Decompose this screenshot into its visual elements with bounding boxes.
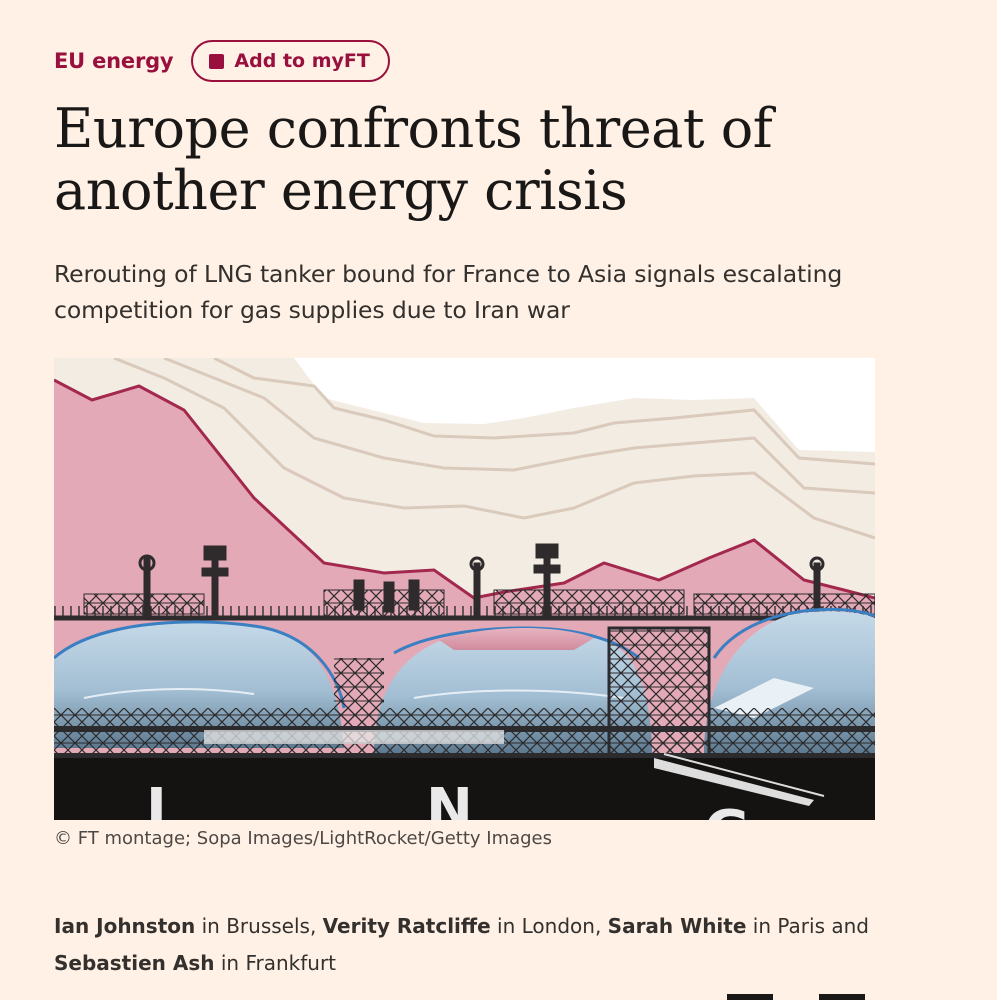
add-to-myft-button[interactable]: Add to myFT bbox=[191, 40, 390, 82]
partial-logo-marks bbox=[727, 994, 867, 1000]
article-headline: Europe confronts threat of another energ… bbox=[54, 97, 773, 222]
article-image: L N G bbox=[54, 358, 875, 820]
lng-tanker-montage: L N G bbox=[54, 358, 875, 820]
author-location: in Brussels, bbox=[195, 914, 323, 938]
hull-letter-l: L bbox=[146, 777, 182, 820]
author-name[interactable]: Sarah White bbox=[607, 914, 747, 938]
author-location: in London, bbox=[490, 914, 608, 938]
image-caption: © FT montage; Sopa Images/LightRocket/Ge… bbox=[54, 828, 553, 849]
beige-line-1 bbox=[213, 358, 875, 466]
article-standfirst: Rerouting of LNG tanker bound for France… bbox=[54, 260, 843, 324]
deck-equipment bbox=[54, 543, 875, 621]
topic-row: EU energy Add to myFT bbox=[54, 40, 390, 82]
dome-center-pink-cap bbox=[439, 628, 594, 650]
author-name[interactable]: Verity Ratcliffe bbox=[322, 914, 491, 938]
beige-line-2 bbox=[163, 358, 875, 495]
author-location: in Frankfurt bbox=[214, 951, 337, 975]
truss-structures bbox=[54, 626, 875, 760]
myft-square-icon bbox=[209, 53, 225, 69]
byline: Ian Johnston in Brussels, Verity Ratclif… bbox=[54, 908, 914, 982]
ship-hull bbox=[54, 753, 875, 820]
author-name[interactable]: Sebastien Ash bbox=[54, 951, 215, 975]
hull-letter-g: G bbox=[704, 799, 750, 820]
pink-line bbox=[54, 378, 875, 600]
topic-link[interactable]: EU energy bbox=[54, 49, 174, 73]
beige-line-3 bbox=[113, 358, 875, 540]
hull-letter-n: N bbox=[426, 777, 473, 820]
author-name[interactable]: Ian Johnston bbox=[54, 914, 196, 938]
add-to-myft-label: Add to myFT bbox=[234, 50, 370, 72]
author-location: in Paris and bbox=[746, 914, 869, 938]
